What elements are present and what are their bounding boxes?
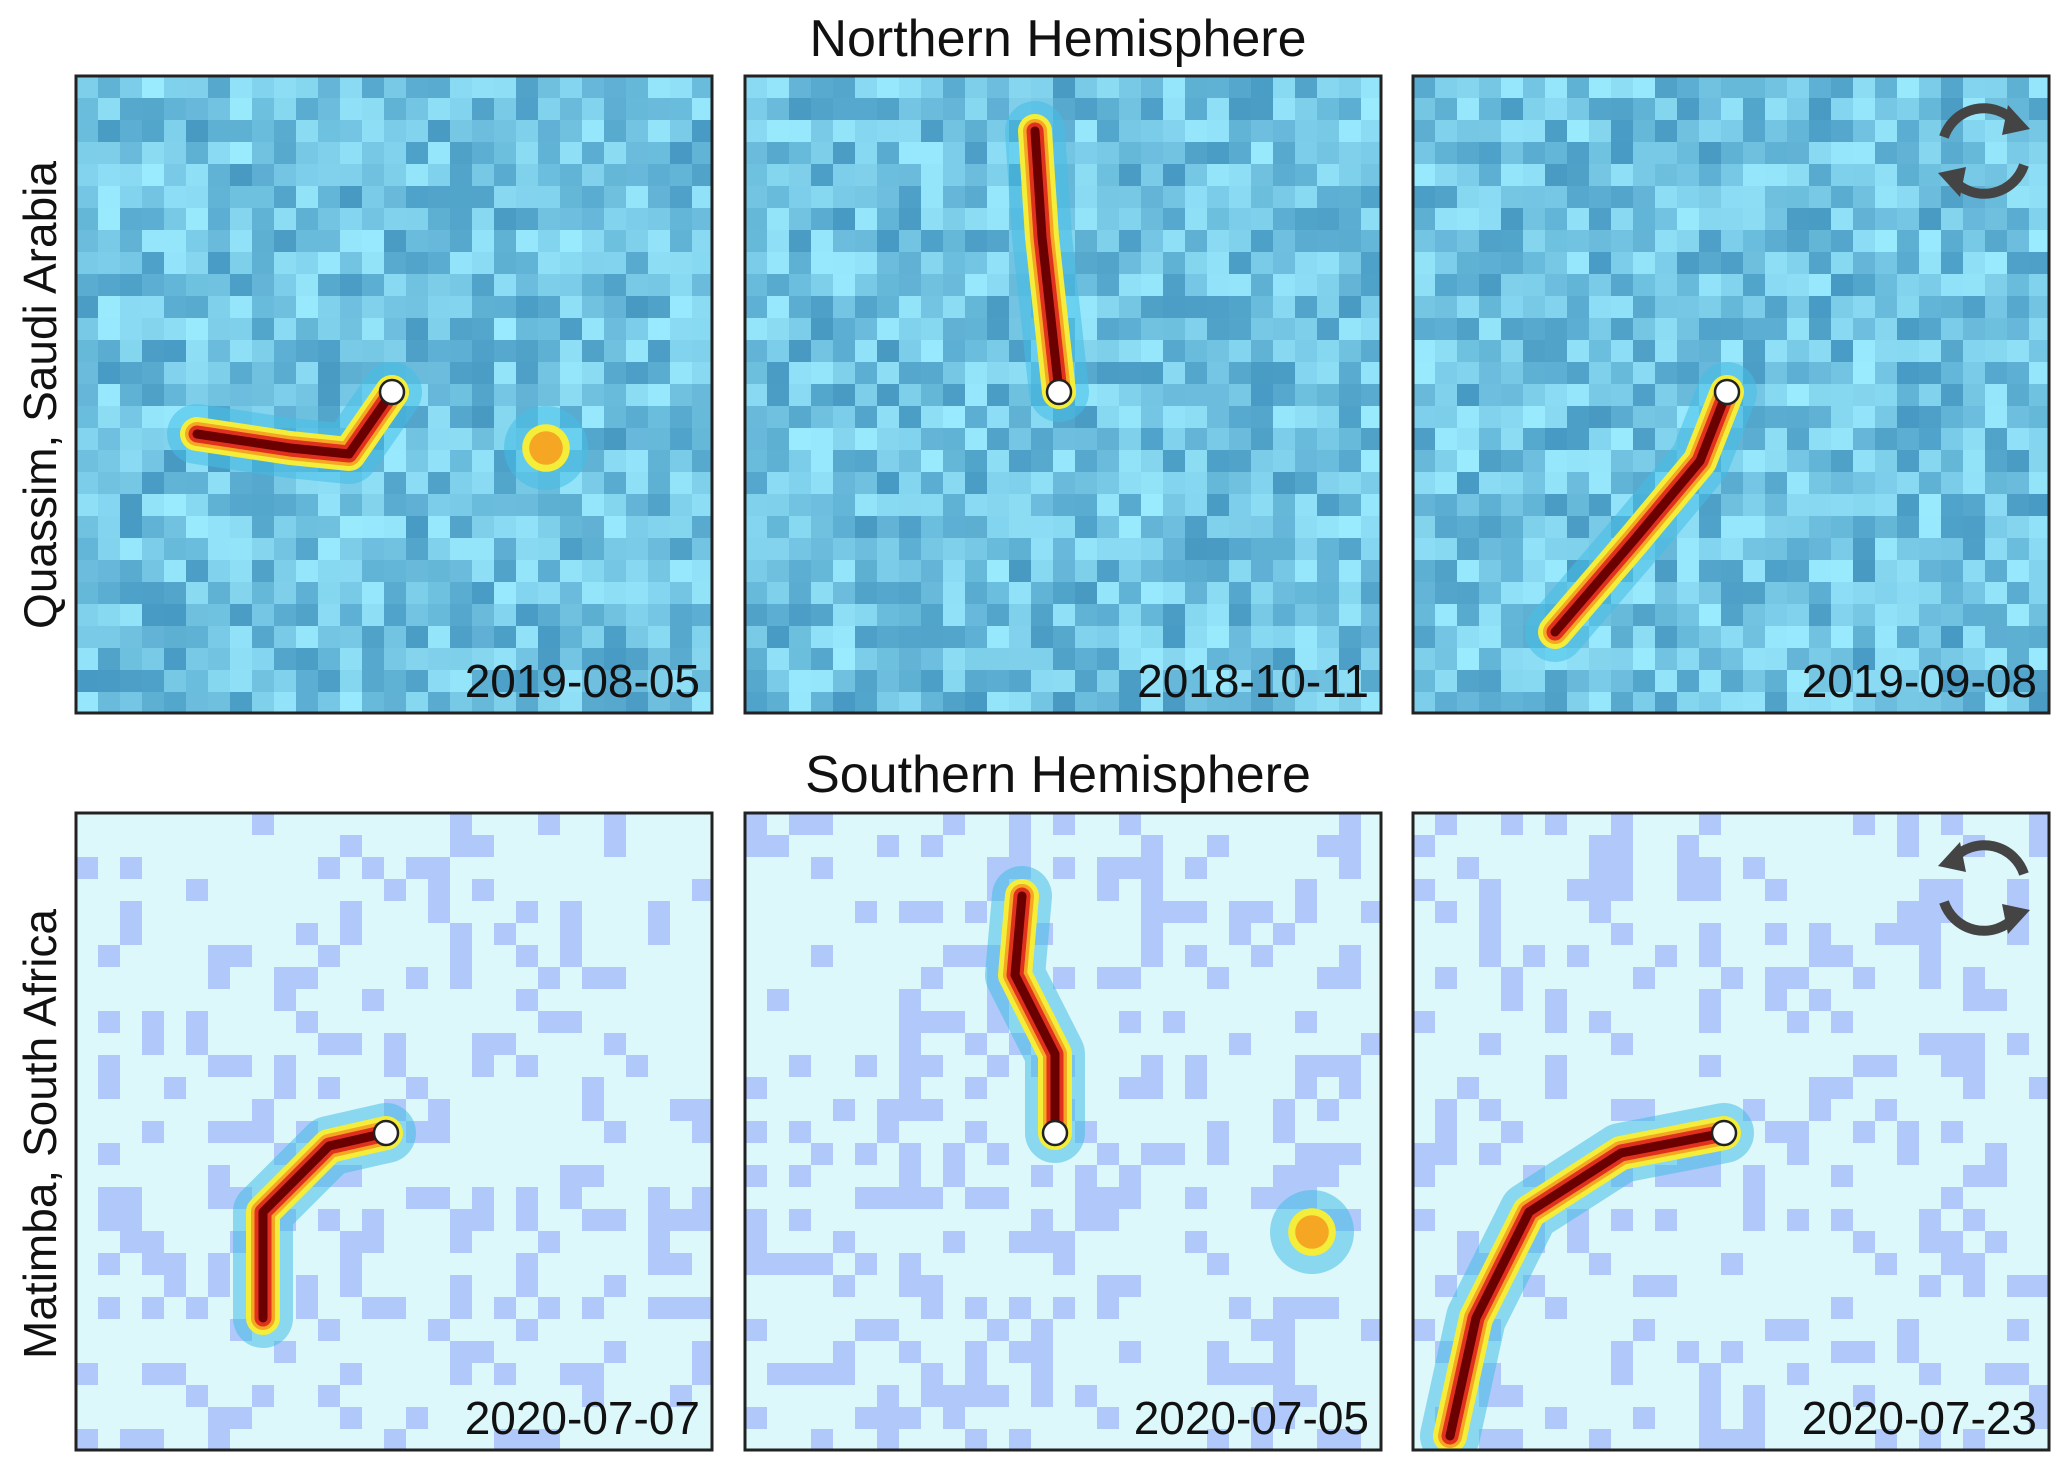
plume [529,431,563,465]
plume [1445,1128,1729,1441]
panel-date: 2019-08-05 [465,655,700,707]
source-marker [1045,378,1073,406]
plume [192,387,397,459]
panel: 2020-07-05 [743,811,1383,1452]
panel: 2019-09-08 [1411,74,2051,715]
panel-date: 2019-09-08 [1802,655,2037,707]
row-title: Southern Hemisphere [805,746,1311,804]
rotation-icon [1938,103,2030,199]
site-label: Quassim, Saudi Arabia [14,161,66,629]
panel-frame [743,74,1383,715]
plume [1550,387,1732,637]
panel-image [76,76,712,713]
panel-image [1413,813,2049,1450]
panel-date: 2020-07-07 [465,1392,700,1444]
panel: 2019-08-05 [74,74,714,715]
panel: 2020-07-23 [1411,811,2051,1452]
source-marker [378,378,406,406]
plume [1030,126,1064,397]
site-label: Matimba, South Africa [14,909,66,1359]
plume [1010,891,1060,1138]
panel-frame [74,811,714,1452]
row-title: Northern Hemisphere [809,10,1306,68]
panel-date: 2018-10-11 [1137,655,1369,707]
plume [1295,1215,1329,1249]
panel-image [76,813,712,1450]
source-marker [1041,1119,1069,1147]
panel-image [745,76,1381,713]
panel-image [745,813,1381,1450]
rotation-icon [1938,840,2030,936]
panel: 2020-07-07 [74,811,714,1452]
panel-frame [743,811,1383,1452]
source-marker [372,1119,400,1147]
panel-date: 2020-07-23 [1802,1392,2037,1444]
source-marker [1713,378,1741,406]
panel-date: 2020-07-05 [1134,1392,1369,1444]
panel-frame [1411,811,2051,1452]
panel-frame [1411,74,2051,715]
panel-frame [74,74,714,715]
source-marker [1710,1119,1738,1147]
panel-image [1413,76,2049,713]
plume [258,1128,391,1323]
panels: 2019-08-05 2018-10-11 2019-09-08 2020-07-07… [74,74,2051,1452]
panel: 2018-10-11 [743,74,1383,715]
